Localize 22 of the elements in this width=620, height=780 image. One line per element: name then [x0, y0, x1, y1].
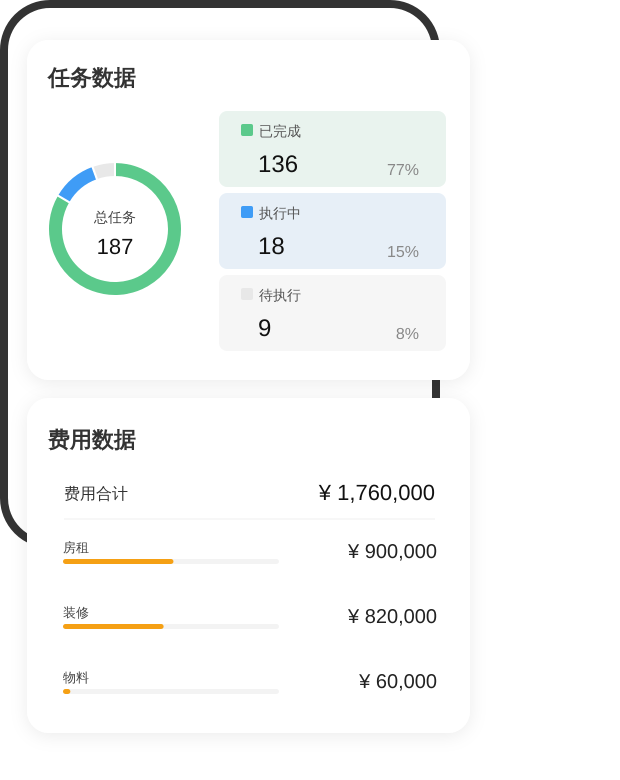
- y-tick-label: 房租: [63, 540, 89, 555]
- text: ¥ 1,760,000: [318, 480, 435, 505]
- text: 8%: [396, 326, 419, 343]
- data-label: 136: [258, 151, 298, 178]
- text: 15%: [386, 244, 419, 261]
- legend-label: 执行中: [259, 205, 301, 221]
- y-tick-label: 装修: [63, 605, 89, 620]
- data-label: 9: [258, 315, 272, 342]
- legend-label: 待执行: [259, 287, 301, 303]
- text: 187: [96, 234, 134, 259]
- text: 77%: [386, 162, 419, 179]
- donut-slice: [47, 161, 183, 297]
- data-label: 18: [258, 233, 285, 260]
- chart-title: 任务数据: [47, 65, 136, 90]
- y-tick-label: 物料: [63, 670, 89, 685]
- text: 总任务: [93, 209, 136, 225]
- chart-title: 费用数据: [47, 427, 136, 452]
- data-label: ¥ 900,000: [347, 541, 437, 563]
- data-label: ¥ 820,000: [347, 606, 437, 628]
- legend-label: 已完成: [259, 123, 301, 139]
- text: 费用合计: [64, 485, 128, 503]
- data-label: ¥ 60,000: [358, 671, 437, 693]
